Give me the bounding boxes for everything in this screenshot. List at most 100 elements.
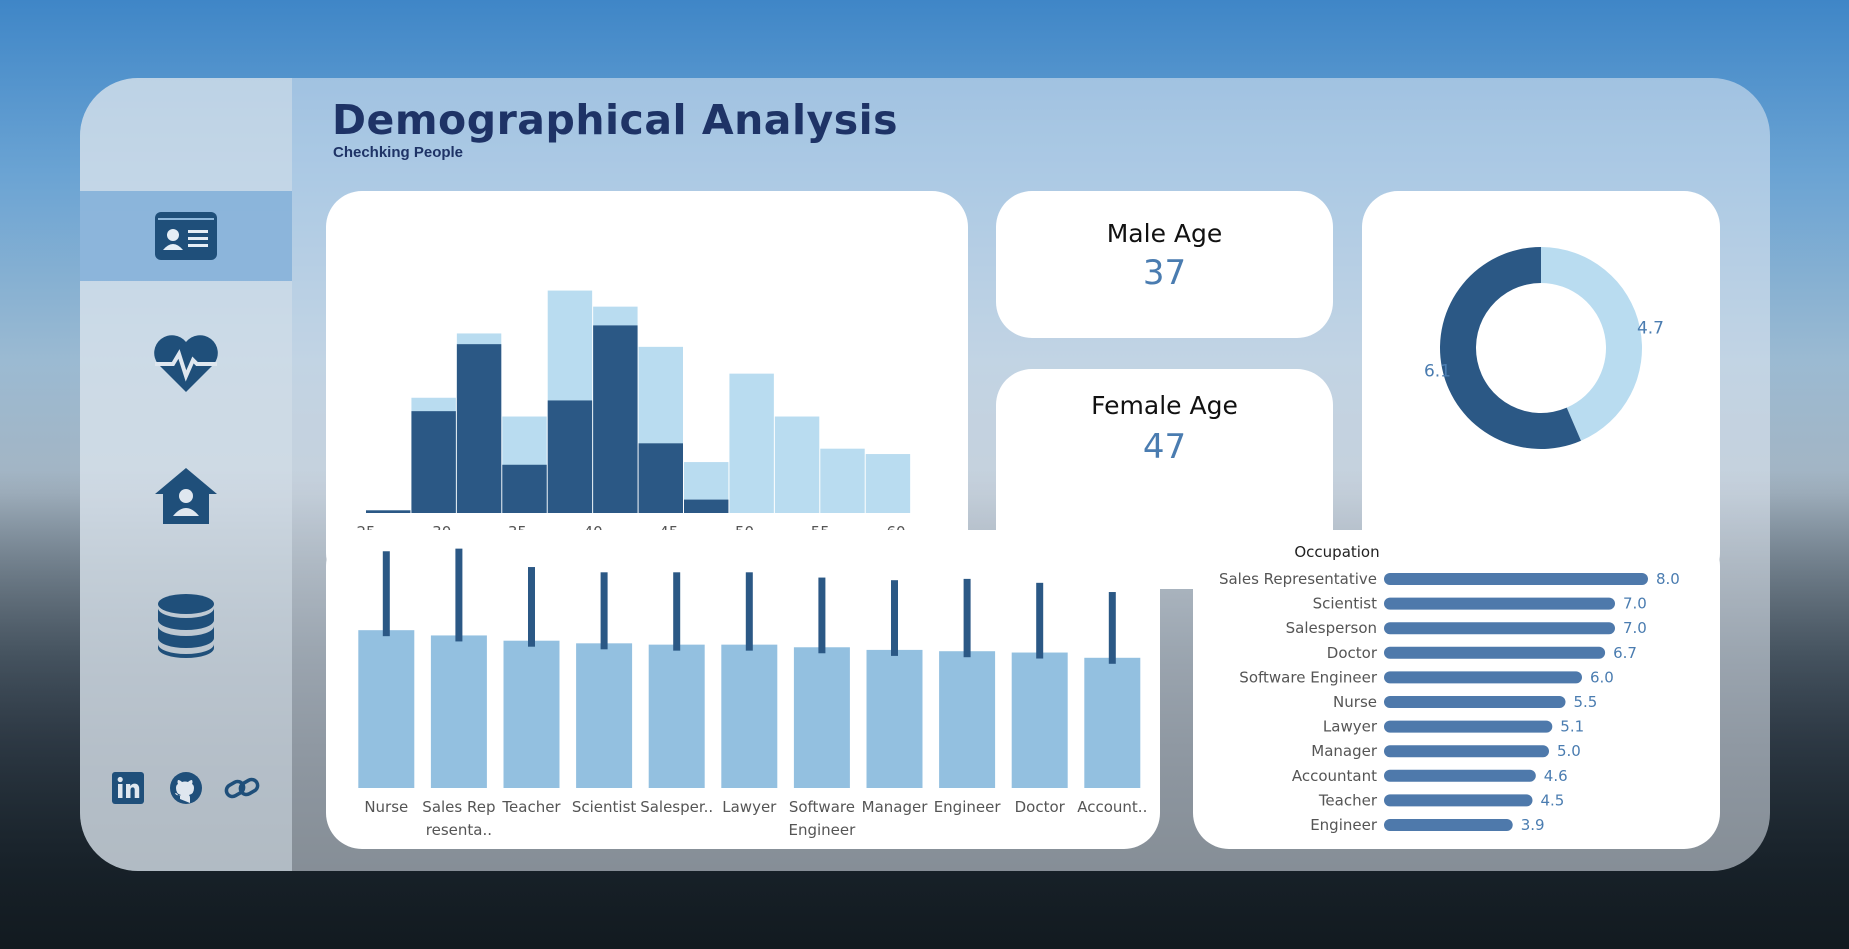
age-histogram-card: 2530354045505560Age <box>326 191 968 589</box>
hbar-bar <box>1384 646 1606 659</box>
column-bar <box>358 630 415 788</box>
hbar-bar <box>1384 794 1533 807</box>
histogram-bar-dark <box>456 344 502 513</box>
male-age-label: Male Age <box>1106 219 1223 248</box>
column-whisker <box>891 580 898 656</box>
female-age-label: Female Age <box>1091 391 1238 420</box>
occupation-columns-card: Nurse Sales Rep resenta.. Teacher Scientist S… <box>326 530 1160 849</box>
donut-slice-light <box>1541 247 1642 441</box>
github-icon <box>170 772 202 804</box>
column-whisker <box>1108 592 1116 664</box>
sidebar-item-database[interactable] <box>80 581 292 671</box>
hbar-category-label: Lawyer <box>1323 718 1378 736</box>
column-whisker <box>455 548 463 642</box>
column-bar <box>503 640 560 788</box>
hbar-value-label: 5.5 <box>1574 693 1598 711</box>
hbar-category-label: Software Engineer <box>1239 668 1378 686</box>
hbar-bar <box>1384 573 1648 585</box>
home-user-icon <box>155 468 217 524</box>
hbar-value-label: 5.1 <box>1560 718 1584 736</box>
hbar-value-label: 6.7 <box>1613 644 1637 662</box>
hbar-value-label: 5.0 <box>1557 742 1581 760</box>
hbar-bar <box>1384 769 1536 782</box>
column-whisker <box>528 567 535 647</box>
hbar-bar <box>1384 671 1582 684</box>
histogram-bar-light <box>865 454 911 513</box>
id-card-icon <box>155 212 217 260</box>
histogram-bar-dark <box>411 411 456 513</box>
hbar-value-label: 4.6 <box>1544 767 1568 785</box>
column-whisker <box>818 577 826 654</box>
column-category-label: Salesper.. <box>640 798 713 816</box>
column-category-label: Engineer <box>788 821 856 839</box>
hbar-value-label: 4.5 <box>1541 791 1565 809</box>
histogram-bar-dark <box>684 499 729 513</box>
hbar-category-label: Scientist <box>1313 595 1378 613</box>
histogram-bar-dark <box>366 510 411 513</box>
hbar-value-label: 7.0 <box>1623 619 1647 637</box>
hbar-bar <box>1384 720 1553 733</box>
hbar-category-label: Salesperson <box>1286 619 1377 637</box>
sidebar-item-profile[interactable] <box>80 191 292 281</box>
hbar-bar <box>1384 819 1513 831</box>
web-link[interactable] <box>224 770 260 806</box>
histogram-bar-dark <box>547 400 593 513</box>
column-category-label: Software <box>789 798 855 816</box>
column-whisker <box>963 578 971 658</box>
hbar-value-label: 7.0 <box>1623 595 1647 613</box>
heartbeat-icon <box>154 335 218 392</box>
column-category-label: Lawyer <box>722 798 777 816</box>
hbar-category-label: Engineer <box>1310 816 1378 834</box>
linkedin-icon <box>112 772 144 804</box>
hbar-category-label: Accountant <box>1292 767 1377 785</box>
link-icon <box>224 777 260 799</box>
histogram-bar-light <box>729 373 774 513</box>
column-category-label: Doctor <box>1015 798 1066 816</box>
column-category-label: resenta.. <box>426 821 492 839</box>
hbar-category-label: Nurse <box>1333 693 1377 711</box>
hbar-value-label: 3.9 <box>1521 816 1545 834</box>
histogram-bar-dark <box>638 443 683 513</box>
hbar-header: Occupation <box>1294 543 1379 561</box>
hbar-category-label: Manager <box>1311 742 1378 760</box>
page-title: Demographical Analysis <box>332 96 899 144</box>
github-link[interactable] <box>168 770 204 806</box>
donut-label-dark: 6.1 <box>1424 361 1451 381</box>
column-bar <box>939 651 996 788</box>
sidebar-item-health[interactable] <box>80 318 292 408</box>
column-bar <box>1084 657 1141 788</box>
column-category-label: Manager <box>862 798 929 816</box>
occupation-hbar-chart: Occupation Sales Representative 8.0 Scienti… <box>1219 543 1680 834</box>
hbar-bar <box>1384 597 1615 610</box>
female-age-value: 47 <box>1142 427 1187 467</box>
column-whisker <box>382 551 390 637</box>
column-bar <box>866 649 923 788</box>
donut-label-light: 4.7 <box>1637 318 1664 338</box>
column-bar <box>576 643 633 788</box>
male-age-value: 37 <box>1142 253 1187 293</box>
column-whisker <box>1036 582 1044 659</box>
hbar-bar <box>1384 745 1549 758</box>
histogram-bar-dark <box>502 464 547 513</box>
linkedin-link[interactable] <box>110 770 146 806</box>
male-age-card: Male Age 37 <box>996 191 1333 338</box>
database-icon <box>158 594 214 658</box>
column-category-label: Sales Rep <box>422 798 495 816</box>
dashboard-panel: Demographical Analysis Chechking People … <box>80 78 1770 871</box>
age-histogram-chart: 2530354045505560Age <box>356 290 911 568</box>
histogram-bar-dark <box>593 325 638 513</box>
column-category-label: Engineer <box>934 798 1002 816</box>
donut-slice-dark <box>1440 247 1582 449</box>
histogram-bar-light <box>820 448 865 513</box>
occupation-hbar-card: Occupation Sales Representative 8.0 Scienti… <box>1193 530 1720 849</box>
column-bar <box>793 647 850 788</box>
hbar-category-label: Sales Representative <box>1219 570 1377 588</box>
column-whisker <box>745 572 753 651</box>
hbar-category-label: Doctor <box>1327 644 1378 662</box>
hbar-bar <box>1384 696 1566 708</box>
column-bar <box>648 644 705 788</box>
occupation-columns-chart: Nurse Sales Representa..Teacher Scientist S… <box>358 548 1147 839</box>
sidebar-item-home[interactable] <box>80 451 292 541</box>
column-bar <box>1011 652 1068 788</box>
sidebar <box>80 78 292 871</box>
